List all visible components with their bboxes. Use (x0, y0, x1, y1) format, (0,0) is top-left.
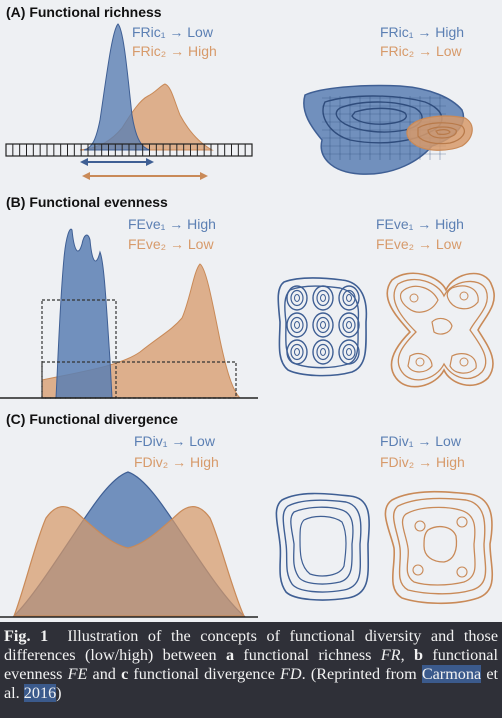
panel-c-title: (C) Functional divergence (6, 411, 178, 427)
panel-a-blue-range-arrow (80, 158, 154, 166)
panel-c-left-label-2: FDiv₂ → High (134, 454, 219, 470)
panel-b-orange-distribution (41, 263, 242, 399)
figure-caption: Fig. 1 Illustration of the concepts of f… (4, 627, 498, 703)
panel-c-right-label-1: FDiv₁ → Low (380, 433, 462, 449)
caption-panel-a: a (225, 646, 235, 664)
caption-panel-c: c (121, 665, 129, 683)
panel-a-left-label-1: FRic₁ → Low (132, 24, 214, 40)
figure: (A) Functional richness FRic₁ → Low FRic… (0, 0, 502, 622)
reference-author-link[interactable]: Carmona (421, 665, 482, 683)
panel-a-orange-range-arrow (82, 172, 208, 180)
panel-b-left-label-1: FEve₁ → High (128, 216, 216, 232)
panel-b-right-label-1: FEve₁ → High (376, 216, 464, 232)
reference-year-link[interactable]: 2016 (23, 684, 57, 702)
caption-fe: FE (67, 665, 88, 683)
panel-c-blue-contours (275, 492, 370, 601)
panel-a-title: (A) Functional richness (6, 4, 162, 20)
caption-fig-label: Fig. 1 (4, 627, 49, 645)
panel-a-left-label-2: FRic₂ → High (132, 43, 217, 59)
panel-b-right-label-2: FEve₂ → Low (376, 236, 462, 252)
caption-text-8: et al. (4, 665, 499, 702)
panel-b-blue-ring-grid (286, 285, 360, 365)
caption-panel-b: b (413, 646, 423, 664)
panel-a-blue-distribution (83, 23, 151, 151)
caption-fd: FD (280, 665, 302, 683)
panel-c-right-label-2: FDiv₂ → High (380, 454, 465, 470)
caption-text-4: functional evenness (4, 646, 498, 683)
caption-text-6: functional divergence (128, 665, 281, 683)
panel-b-orange-contours (386, 272, 495, 388)
caption-text-1: Illustration of the concepts of function… (4, 627, 499, 664)
caption-text-5: and (87, 665, 122, 683)
panel-b-left-label-2: FEve₂ → Low (128, 236, 214, 252)
caption-text-7: . (Reprinted from (301, 665, 422, 683)
panel-a-right-label-2: FRic₂ → Low (380, 43, 463, 59)
panel-b-blue-distribution (55, 228, 113, 399)
caption-text-3: , (400, 646, 414, 664)
panel-c-left-label-1: FDiv₁ → Low (134, 433, 216, 449)
figure-graphic: (A) Functional richness FRic₁ → Low FRic… (0, 4, 495, 618)
panel-b-blue-range-box (41, 299, 117, 399)
panel-b-title: (B) Functional evenness (6, 194, 168, 210)
caption-text-2: functional richness (234, 646, 381, 664)
panel-c-orange-contours (384, 490, 494, 605)
caption-fr: FR (380, 646, 401, 664)
panel-c-orange-distribution (13, 506, 245, 617)
panel-a-trait-axis (5, 143, 253, 157)
caption-text-9: ) (56, 684, 62, 702)
panel-a-right-label-1: FRic₁ → High (380, 24, 464, 40)
panel-a-orange-contours (406, 115, 473, 151)
